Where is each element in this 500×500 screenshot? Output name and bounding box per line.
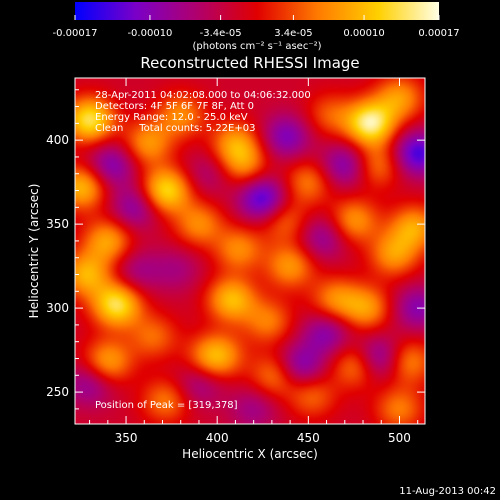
colorbar-tick-label: -0.00010 bbox=[127, 28, 172, 39]
colorbar-unit-label: (photons cm⁻² s⁻¹ asec⁻²) bbox=[192, 41, 321, 52]
colorbar-tick-label: -0.00017 bbox=[53, 28, 98, 39]
y-axis-ticks: 250 300 350 400 bbox=[46, 89, 425, 410]
x-axis-ticks: 350 400 450 500 bbox=[89, 78, 419, 445]
annotation-clean-counts: Clean Total counts: 5.22E+03 bbox=[95, 123, 255, 134]
x-tick-label: 450 bbox=[297, 431, 320, 445]
x-tick-label: 350 bbox=[115, 431, 138, 445]
x-axis-label: Heliocentric X (arcsec) bbox=[182, 447, 318, 461]
y-tick-label: 300 bbox=[46, 301, 69, 315]
colorbar bbox=[75, 2, 439, 20]
y-tick-label: 350 bbox=[46, 217, 69, 231]
colorbar-ticks: -0.00017 -0.00010 -3.4e-05 3.4e-05 0.00010 0.… bbox=[53, 15, 460, 39]
annotation-peak-position: Position of Peak = [319,378] bbox=[95, 400, 238, 411]
timestamp: 11-Aug-2013 00:42 bbox=[399, 486, 496, 497]
y-axis-label: Heliocentric Y (arcsec) bbox=[27, 184, 41, 319]
heatmap bbox=[75, 78, 425, 424]
heatmap-image bbox=[75, 78, 425, 424]
chart-title: Reconstructed RHESSI Image bbox=[140, 54, 359, 72]
x-tick-label: 500 bbox=[388, 431, 411, 445]
x-tick-label: 400 bbox=[206, 431, 229, 445]
annotation-detectors: Detectors: 4F 5F 6F 7F 8F, Att 0 bbox=[95, 101, 254, 112]
colorbar-tick-label: 0.00017 bbox=[418, 28, 459, 39]
annotation-energy-range: Energy Range: 12.0 - 25.0 keV bbox=[95, 112, 248, 123]
colorbar-tick-label: 0.00010 bbox=[343, 28, 384, 39]
annotation-time-range: 28-Apr-2011 04:02:08.000 to 04:06:32.000 bbox=[95, 90, 311, 101]
y-tick-label: 400 bbox=[46, 133, 69, 147]
plot-frame bbox=[74, 77, 426, 425]
colorbar-tick-label: 3.4e-05 bbox=[274, 28, 312, 39]
colorbar-tick-label: -3.4e-05 bbox=[200, 28, 242, 39]
y-tick-label: 250 bbox=[46, 385, 69, 399]
